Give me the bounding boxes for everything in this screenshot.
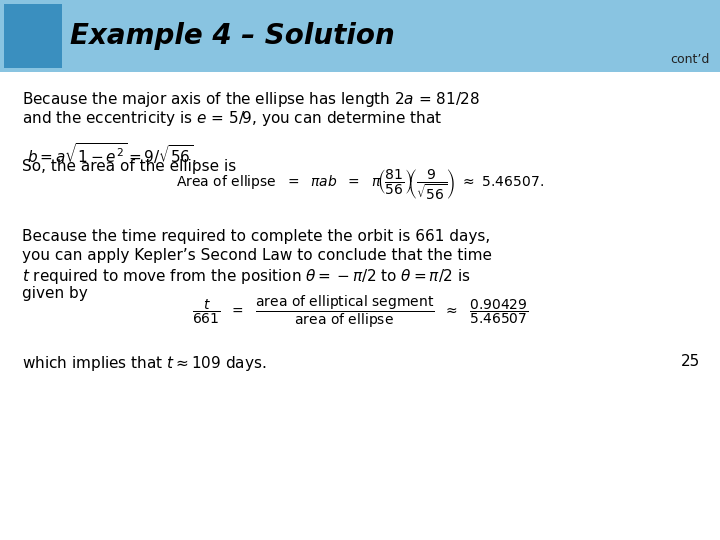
Text: you can apply Kepler’s Second Law to conclude that the time: you can apply Kepler’s Second Law to con… — [22, 248, 492, 263]
Text: Example 4 – Solution: Example 4 – Solution — [70, 22, 395, 50]
Text: So, the area of the ellipse is: So, the area of the ellipse is — [22, 159, 236, 174]
Text: $\dfrac{t}{661}\ \ =\ \ \dfrac{\mathrm{area\ of\ elliptical\ segment}}{\mathrm{a: $\dfrac{t}{661}\ \ =\ \ \dfrac{\mathrm{a… — [192, 294, 528, 330]
Text: which implies that $t \approx 109\ \mathrm{days.}$: which implies that $t \approx 109\ \math… — [22, 354, 266, 373]
Text: $\mathrm{Area\ of\ ellipse}\ \ =\ \ \pi ab\ \ =\ \ \pi\!\left(\dfrac{81}{56}\rig: $\mathrm{Area\ of\ ellipse}\ \ =\ \ \pi … — [176, 168, 544, 202]
Text: given by: given by — [22, 286, 88, 301]
Text: Because the time required to complete the orbit is 661 days,: Because the time required to complete th… — [22, 229, 490, 244]
FancyBboxPatch shape — [4, 4, 62, 68]
Text: and the eccentricity is $e$ = 5/9, you can determine that: and the eccentricity is $e$ = 5/9, you c… — [22, 109, 443, 128]
Text: Because the major axis of the ellipse has length 2$a$ = 81/28: Because the major axis of the ellipse ha… — [22, 90, 480, 109]
Text: $b = a\sqrt{1-e^2} = 9/\sqrt{56}.$: $b = a\sqrt{1-e^2} = 9/\sqrt{56}.$ — [27, 141, 197, 166]
Text: cont’d: cont’d — [670, 53, 710, 66]
FancyBboxPatch shape — [0, 0, 720, 72]
Text: $t$ required to move from the position $\theta = -\pi/2$ to $\theta = \pi/2$ is: $t$ required to move from the position $… — [22, 267, 471, 286]
Text: 25: 25 — [680, 354, 700, 369]
